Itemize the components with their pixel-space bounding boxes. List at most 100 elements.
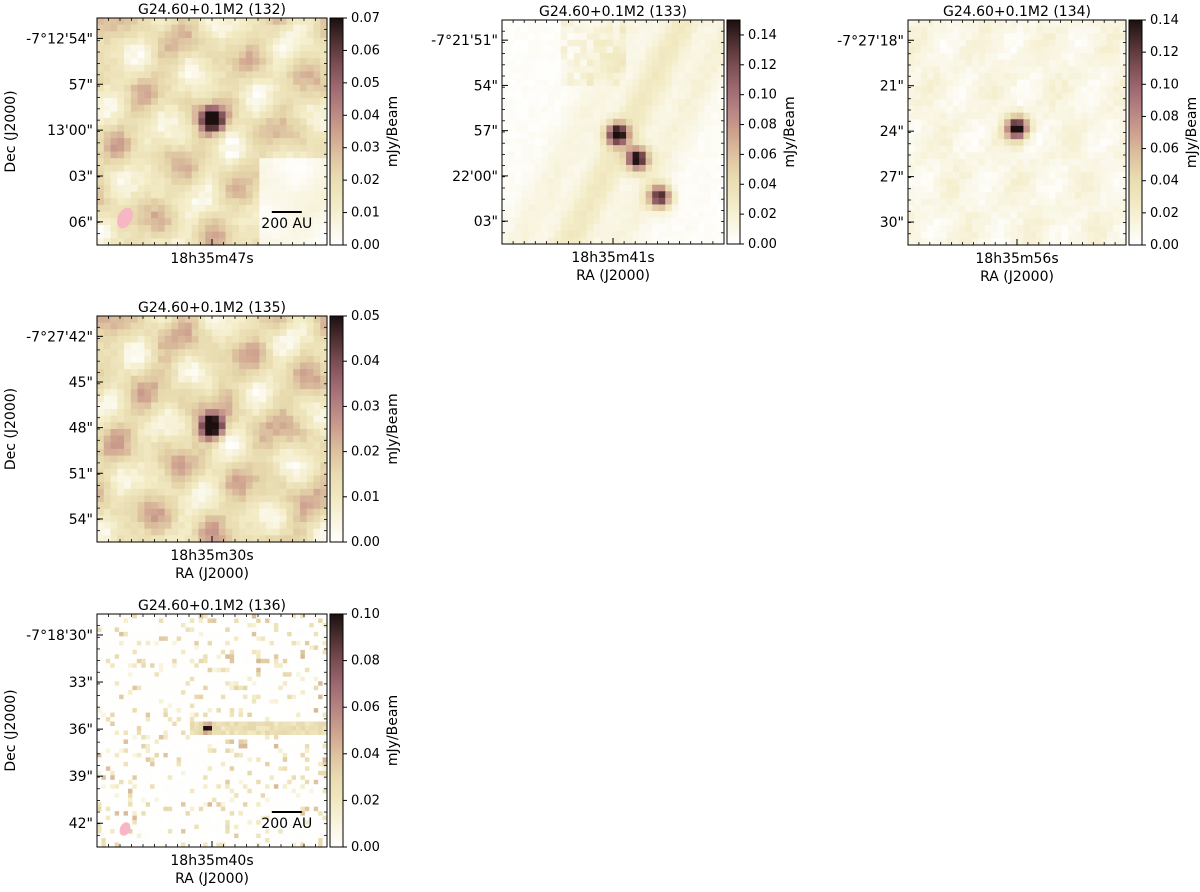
heatmap-cell (300, 456, 307, 463)
heatmap-cell (307, 495, 314, 502)
heatmap-cell (158, 138, 165, 145)
heatmap-cell (574, 198, 581, 205)
heatmap-cell (613, 46, 620, 53)
heatmap-cell (97, 31, 104, 38)
heatmap-cell (246, 522, 253, 529)
heatmap-cell (678, 66, 685, 73)
heatmap-cell (600, 33, 607, 40)
heatmap-cell (111, 502, 118, 509)
heatmap-cell (554, 165, 561, 172)
heatmap-cell (959, 27, 966, 34)
heatmap-cell (1023, 126, 1030, 133)
heatmap-cell (1062, 40, 1069, 47)
heatmap-cell (574, 99, 581, 106)
heatmap-cell (144, 336, 151, 343)
heatmap-cell (165, 31, 172, 38)
heatmap-cell (253, 58, 260, 65)
heatmap-cell (972, 86, 979, 93)
heatmap-cell (620, 33, 627, 40)
heatmap-cell (266, 165, 273, 172)
heatmap-cell (691, 53, 698, 60)
heatmap-cell (104, 225, 111, 232)
heatmap-cell (239, 178, 246, 185)
heatmap-cell (940, 60, 947, 67)
heatmap-cell (580, 66, 587, 73)
heatmap-cell (914, 199, 921, 206)
heatmap-cell (185, 376, 192, 383)
heatmap-cell (313, 98, 320, 105)
heatmap-cell (219, 336, 226, 343)
heatmap-cell (313, 396, 320, 403)
heatmap-cell (280, 409, 287, 416)
heatmap-cell (171, 152, 178, 159)
heatmap-cell (927, 73, 934, 80)
heatmap-cell (979, 86, 986, 93)
heatmap-cell (280, 25, 287, 32)
heatmap-cell (966, 119, 973, 126)
heatmap-cell (198, 522, 205, 529)
heatmap-cell (239, 389, 246, 396)
heatmap-cell (131, 118, 138, 125)
heatmap-cell (131, 125, 138, 132)
heatmap-cell (307, 172, 314, 179)
heatmap-cell (239, 25, 246, 32)
heatmap-cell (131, 422, 138, 429)
heatmap-cell (587, 73, 594, 80)
heatmap-cell (158, 343, 165, 350)
heatmap-cell (620, 99, 627, 106)
heatmap-cell (165, 218, 172, 225)
heatmap-cell (212, 132, 219, 139)
heatmap-cell (953, 126, 960, 133)
heatmap-cell (966, 33, 973, 40)
heatmap-cell (966, 192, 973, 199)
heatmap-cell (646, 86, 653, 93)
heatmap-cell (131, 323, 138, 330)
heatmap-cell (574, 224, 581, 231)
heatmap-cell (198, 422, 205, 429)
heatmap-cell (273, 522, 280, 529)
heatmap-cell (966, 166, 973, 173)
heatmap-cell (1030, 159, 1037, 166)
heatmap-cell (946, 179, 953, 186)
heatmap-cell (205, 78, 212, 85)
heatmap-cell (307, 382, 314, 389)
heatmap-cell (171, 336, 178, 343)
heatmap-cell (239, 502, 246, 509)
heatmap-cell (232, 145, 239, 152)
heatmap-cell (246, 178, 253, 185)
heatmap-cell (1049, 126, 1056, 133)
heatmap-cell (908, 119, 915, 126)
heatmap-cell (574, 73, 581, 80)
heatmap-cell (117, 522, 124, 529)
heatmap-cell (1113, 205, 1120, 212)
heatmap-cell (212, 212, 219, 219)
heatmap-cell (633, 33, 640, 40)
heatmap-cell (212, 349, 219, 356)
heatmap-cell (639, 40, 646, 47)
heatmap-cell (286, 118, 293, 125)
heatmap-cell (205, 85, 212, 92)
heatmap-cell (232, 105, 239, 112)
heatmap-cell (97, 409, 104, 416)
heatmap-cell (178, 529, 185, 536)
heatmap-cell (178, 369, 185, 376)
heatmap-cell (1023, 225, 1030, 232)
heatmap-cell (1043, 146, 1050, 153)
heatmap-cell (620, 145, 627, 152)
heatmap-cell (144, 522, 151, 529)
heatmap-cell (509, 40, 516, 47)
heatmap-cell (652, 79, 659, 86)
heatmap-cell (1113, 106, 1120, 113)
heatmap-cell (111, 125, 118, 132)
heatmap-cell (192, 389, 199, 396)
heatmap-cell (97, 323, 104, 330)
heatmap-cell (171, 85, 178, 92)
heatmap-cell (554, 86, 561, 93)
heatmap-cell (626, 79, 633, 86)
heatmap-cell (273, 363, 280, 370)
heatmap-cell (600, 46, 607, 53)
heatmap-cell (253, 522, 260, 529)
heatmap-cell (178, 51, 185, 58)
heatmap-cell (946, 212, 953, 219)
heatmap-cell (192, 165, 199, 172)
